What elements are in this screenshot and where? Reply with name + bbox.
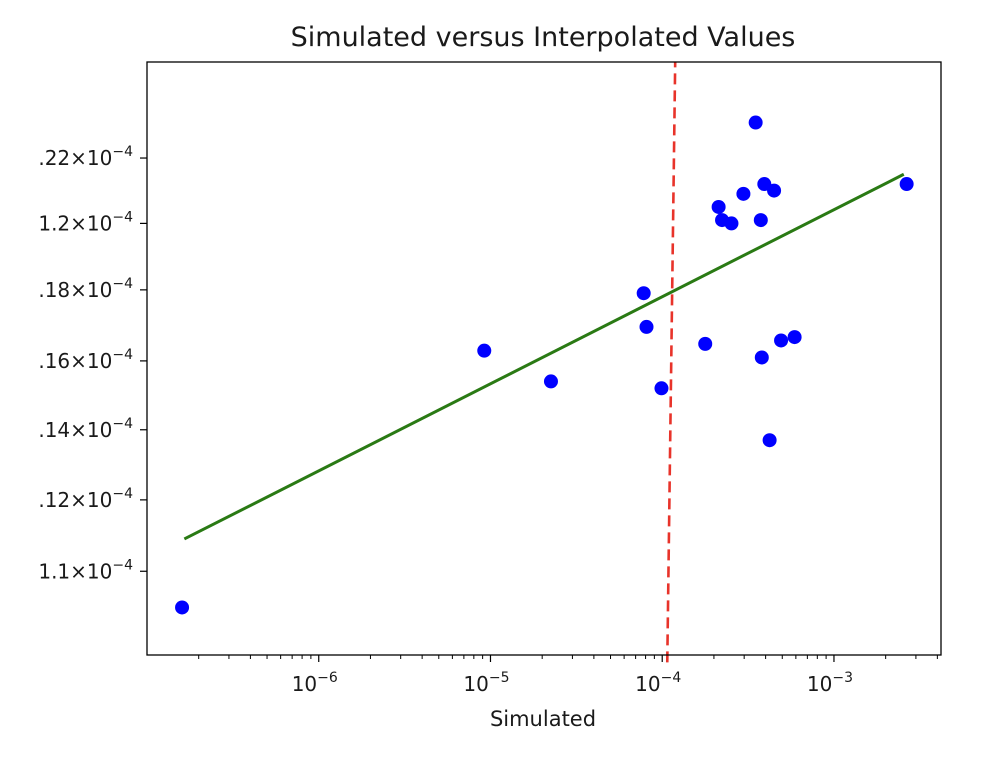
y-tick-label-1: 1.1×10−4 (38, 557, 133, 583)
y-tick-mantissa: 1.1×10 (38, 559, 112, 583)
plot-area (175, 61, 914, 663)
data-point-12 (748, 115, 763, 130)
data-point-2 (477, 343, 492, 358)
y-tick-label-3: .14×10−4 (38, 416, 133, 442)
y-axis: 1.1×10−4.12×10−4.14×10−4.16×10−4.18×10−4… (38, 144, 147, 583)
x-tick-base: 10 (292, 672, 317, 696)
fit-line (183, 172, 905, 541)
y-tick-exponent: −4 (112, 347, 133, 363)
x-tick-label-4: 10−3 (807, 670, 853, 696)
threshold-line (665, 61, 677, 663)
y-tick-label-6: 1.2×10−4 (38, 209, 133, 235)
x-tick-label-3: 10−4 (635, 670, 681, 696)
data-point-10 (724, 216, 739, 231)
data-point-17 (767, 183, 782, 198)
data-point-7 (698, 336, 713, 351)
x-tick-base: 10 (635, 672, 660, 696)
y-tick-mantissa: 1.2×10 (38, 211, 112, 235)
y-tick-mantissa: .22×10 (38, 146, 112, 170)
data-point-19 (787, 330, 802, 345)
y-tick-mantissa: .18×10 (38, 278, 112, 302)
chart-title: Simulated versus Interpolated Values (291, 22, 796, 53)
x-tick-exponent: −6 (317, 670, 338, 686)
y-tick-exponent: −4 (112, 276, 133, 292)
data-point-5 (639, 319, 654, 334)
y-tick-exponent: −4 (112, 209, 133, 225)
y-tick-exponent: −4 (112, 486, 133, 502)
y-tick-label-7: .22×10−4 (38, 144, 133, 170)
x-tick-label-1: 10−6 (292, 670, 338, 696)
x-tick-exponent: −4 (661, 670, 682, 686)
y-tick-label-5: .18×10−4 (38, 276, 133, 302)
y-tick-label-4: .16×10−4 (38, 347, 133, 373)
data-point-1 (175, 600, 190, 615)
x-axis: 10−6 10−5 10−4 10−3 (198, 655, 938, 696)
y-tick-exponent: −4 (112, 416, 133, 432)
x-tick-exponent: −5 (489, 670, 510, 686)
axes-frame (146, 61, 942, 656)
data-point-16 (762, 433, 777, 448)
data-point-8 (711, 199, 726, 214)
x-tick-base: 10 (463, 672, 488, 696)
y-tick-mantissa: .16×10 (38, 349, 112, 373)
y-tick-label-2: .12×10−4 (38, 486, 133, 512)
x-tick-exponent: −3 (832, 670, 853, 686)
y-tick-mantissa: .14×10 (38, 418, 112, 442)
data-point-20 (899, 177, 914, 192)
x-axis-label: Simulated (490, 707, 596, 731)
data-point-13 (753, 213, 768, 228)
y-tick-exponent: −4 (112, 144, 133, 160)
y-tick-mantissa: .12×10 (38, 488, 112, 512)
data-point-14 (754, 350, 769, 365)
x-tick-label-2: 10−5 (463, 670, 509, 696)
data-point-4 (636, 286, 651, 301)
data-point-18 (774, 333, 789, 348)
data-point-3 (543, 374, 558, 389)
x-tick-base: 10 (807, 672, 832, 696)
data-point-6 (654, 381, 669, 396)
y-tick-exponent: −4 (112, 557, 133, 573)
data-point-11 (736, 186, 751, 201)
